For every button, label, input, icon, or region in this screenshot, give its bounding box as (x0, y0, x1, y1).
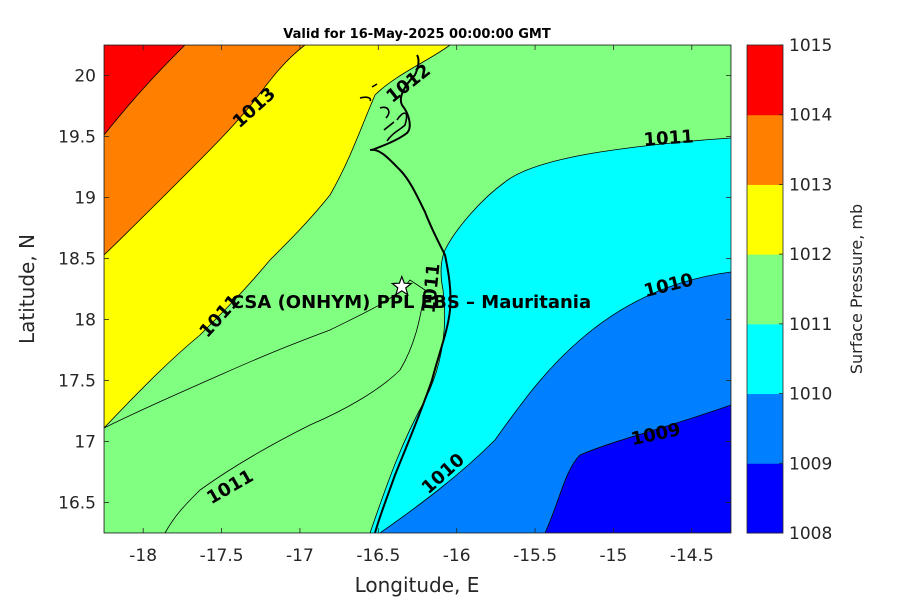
colorbar-label: Surface Pressure, mb (847, 204, 866, 374)
y-axis-label: Latitude, N (15, 234, 39, 344)
band-1008-1009 (544, 404, 731, 533)
x-tick-label: -16 (443, 546, 471, 566)
x-tick-label: -17 (286, 546, 314, 566)
colorbar-band (747, 45, 783, 116)
site-star-icon (390, 274, 413, 297)
colorbar-band (747, 393, 783, 464)
x-tick-label: -18 (129, 546, 157, 566)
colorbar-band (747, 114, 783, 185)
map-title: Valid for 16-May-2025 00:00:00 GMT (283, 27, 551, 42)
site-label: CSA (ONHYM) PPL EBS – Mauritania (231, 292, 591, 313)
x-tick-label: -16.5 (356, 546, 400, 566)
x-tick-label: -17.5 (200, 546, 244, 566)
colorbar-tick-label: 1008 (789, 524, 832, 544)
coastline-banc-arguin (371, 54, 420, 151)
y-tick-label: 16.5 (58, 494, 96, 514)
band-1013-1014 (104, 45, 306, 256)
plot-frame (103, 44, 732, 534)
contour-label-1011-ne: 1011 (643, 126, 694, 150)
x-axis-label: Longitude, E (355, 573, 480, 597)
coastline-main (369, 148, 452, 533)
colorbar-tick-label: 1015 (789, 36, 832, 56)
colorbar-tick-label: 1011 (789, 315, 832, 335)
colorbar: 1008 1009 1010 1011 1012 1013 1014 1015 (746, 36, 832, 544)
colorbar-tick-label: 1013 (789, 175, 832, 195)
colorbar-tick-label: 1010 (789, 385, 832, 405)
colorbar-band (747, 184, 783, 255)
y-axis-ticks: 16.5 17 17.5 18 18.5 19 19.5 20 (58, 67, 731, 514)
coastline-islands (359, 83, 408, 142)
colorbar-tick-label: 1012 (789, 245, 832, 265)
y-tick-label: 17 (74, 433, 96, 453)
band-1014-1015 (104, 45, 186, 136)
coastline (359, 54, 452, 533)
colorbar-band (747, 463, 783, 534)
contour-label-1011-center: 1011 (418, 262, 444, 314)
pressure-contour-fill (104, 45, 731, 533)
y-tick-label: 19.5 (58, 128, 96, 148)
x-tick-label: -15.5 (513, 546, 557, 566)
y-tick-label: 18 (74, 311, 96, 331)
x-tick-label: -14.5 (670, 546, 714, 566)
x-axis-ticks: -18 -17.5 -17 -16.5 -16 -15.5 -15 -14.5 (129, 45, 714, 566)
colorbar-tick-label: 1009 (789, 454, 832, 474)
colorbar-band (747, 254, 783, 325)
y-tick-label: 20 (74, 67, 96, 87)
colorbar-band (747, 323, 783, 395)
y-tick-label: 18.5 (58, 250, 96, 270)
site-star (390, 274, 413, 297)
colorbar-tick-label: 1014 (789, 106, 832, 126)
colorbar-frame (746, 44, 784, 534)
band-1011-1011-west (104, 279, 426, 533)
y-tick-label: 17.5 (58, 372, 96, 392)
x-tick-label: -15 (600, 546, 628, 566)
y-tick-label: 19 (74, 189, 96, 209)
